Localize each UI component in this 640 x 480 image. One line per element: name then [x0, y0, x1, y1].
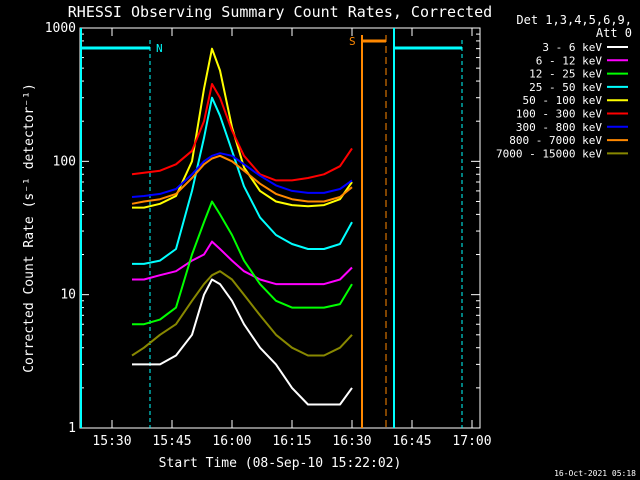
y-tick-label-1: 10: [60, 288, 76, 303]
x-tick-label-4: 16:30: [332, 434, 371, 449]
legend-label-7: 800 - 7000 keV: [509, 134, 602, 147]
x-axis-label: Start Time (08-Sep-10 15:22:02): [159, 456, 402, 471]
series-line-6-12-kev: [132, 240, 353, 286]
series-line-3-6-kev: [132, 278, 353, 406]
legend-label-6: 300 - 800 keV: [516, 121, 602, 134]
series-line-100-300-kev: [131, 83, 353, 182]
y-tick-label-3: 1000: [45, 21, 76, 36]
y-axis-label: Corrected Count Rate (s⁻¹ detector⁻¹): [22, 83, 37, 373]
series-layer: [131, 47, 353, 406]
legend-header-line-2: Att 0: [596, 26, 632, 40]
series-line-12-25-kev: [132, 200, 353, 326]
legend-label-4: 50 - 100 keV: [523, 94, 603, 107]
x-tick-label-3: 16:15: [272, 434, 311, 449]
legend-label-0: 3 - 6 keV: [542, 41, 602, 54]
series-line-25-50-kev: [132, 96, 353, 265]
x-tick-labels: 15:30 15:45 16:00 16:15 16:30 16:45 17:00: [92, 434, 491, 449]
legend-header-line-1: Det 1,3,4,5,6,9,: [516, 13, 632, 27]
series-line-800-7000-kev: [131, 154, 353, 205]
legend-label-2: 12 - 25 keV: [529, 68, 602, 81]
y-tick-label-2: 100: [53, 154, 76, 169]
chart-title: RHESSI Observing Summary Count Rates, Co…: [68, 3, 492, 21]
series-line-7000-15000-kev: [131, 270, 353, 357]
legend-label-1: 6 - 12 keV: [536, 54, 603, 67]
marker-n-label: N: [156, 42, 163, 55]
series-line-300-800-kev: [131, 152, 353, 198]
axis-ticks: [80, 27, 480, 429]
x-tick-label-5: 16:45: [392, 434, 431, 449]
series-line-50-100-kev: [132, 47, 353, 209]
footer-timestamp: 16-Oct-2021 05:18: [554, 469, 636, 478]
y-tick-label-0: 1: [68, 421, 76, 436]
y-tick-labels: 1 10 100 1000: [45, 21, 76, 436]
interval-markers: NS: [80, 28, 463, 428]
legend-label-3: 25 - 50 keV: [529, 81, 602, 94]
x-tick-label-6: 17:00: [452, 434, 491, 449]
x-tick-label-0: 15:30: [92, 434, 131, 449]
marker-s-label: S: [349, 35, 356, 48]
x-tick-label-1: 15:45: [152, 434, 191, 449]
plot-area-frame: [79, 27, 481, 429]
legend-label-5: 100 - 300 keV: [516, 108, 602, 121]
legend-label-8: 7000 - 15000 keV: [496, 147, 602, 160]
x-tick-label-2: 16:00: [212, 434, 251, 449]
